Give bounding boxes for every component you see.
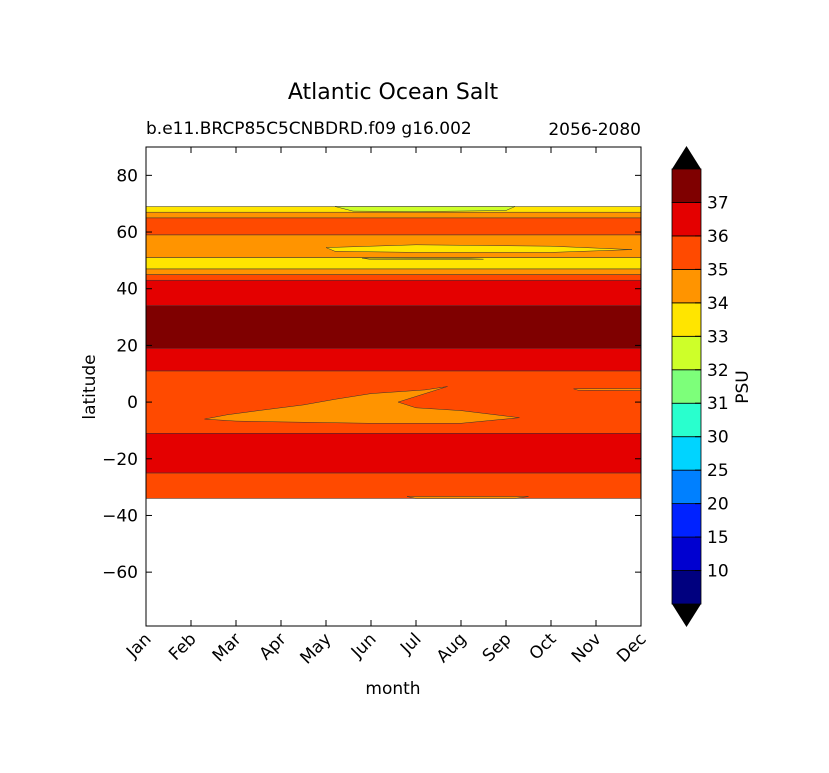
colorbar-segment [671,235,702,270]
x-tick-label: Jul [396,629,425,658]
y-tick-label: 20 [116,336,138,356]
contour-patch-equatorial [204,386,520,424]
colorbar-segment [671,536,702,571]
y-axis-label: latitude [80,354,100,419]
y-tick-label: 60 [116,223,138,243]
x-tick-label: May [297,629,336,668]
colorbar-segment [671,570,702,605]
x-axis-label: month [365,679,420,699]
plot-frame [145,146,642,627]
colorbar-tick-label: 35 [707,260,729,280]
y-tick-label: 0 [127,393,138,413]
colorbar-tick-label: 10 [707,562,729,582]
contour-patch-south [406,496,529,499]
x-tick-label: Aug [433,629,471,667]
colorbar-segment [671,369,702,404]
x-tick-label: Jun [347,629,381,663]
colorbar-segment [671,302,702,337]
colorbar-segment [671,402,702,438]
colorbar: 10 15 20 25 30 31 32 33 34 35 36 37 [671,146,729,627]
x-tick-label: Feb [165,629,200,664]
colorbar-tick-label: 36 [707,227,729,247]
contour-band-6 [146,274,641,281]
colorbar-segment [671,168,702,203]
colorbar-tick-label: 20 [707,495,729,515]
colorbar-segment [671,202,702,237]
y-tick-label: −40 [102,506,138,526]
contour-fills [146,206,641,499]
contour-patch-subpolar [325,244,633,253]
colorbar-label: PSU [733,370,753,404]
colorbar-tick-label: 30 [707,428,729,448]
colorbar-tick-label: 33 [707,327,729,347]
colorbar-tick-label: 34 [707,294,729,314]
colorbar-tick-label: 32 [707,361,729,381]
contour-patch-greenland [334,206,516,212]
y-tick-label: −60 [102,563,138,583]
contour-band-0 [146,472,641,499]
colorbar-segment [671,268,702,304]
y-tick-label: −20 [102,450,138,470]
colorbar-segment [671,503,702,538]
colorbar-tick-label: 25 [707,461,729,481]
chart-subtitle-left: b.e11.BRCP85C5CNBDRD.f09 g16.002 [146,119,472,139]
chart-subtitle-right: 2056-2080 [548,120,641,140]
x-tick-label: Mar [209,629,246,666]
contour-band-5 [146,279,641,306]
x-tick-label: Sep [479,629,516,666]
contour-band-4 [146,305,641,349]
colorbar-extend-min [672,604,701,627]
chart-title: Atlantic Ocean Salt [288,80,499,105]
colorbar-segment [671,335,702,371]
x-tick-label: Apr [256,629,291,664]
contour-patch-east-equator [573,388,641,391]
y-tick-label: 80 [116,166,138,186]
contour-band-10 [146,217,641,236]
contour-band-1 [146,433,641,474]
contour-patch-streak [361,257,484,260]
colorbar-segment [671,469,702,505]
colorbar-tick-label: 15 [707,528,729,548]
x-tick-label: Oct [526,629,561,664]
contour-band-3 [146,347,641,372]
x-tick-label: Nov [568,629,606,667]
contour-band-7 [146,268,641,275]
x-tick-label: Jan [122,629,155,662]
colorbar-extend-max [672,146,701,169]
contour-plot [145,146,642,627]
colorbar-segment [671,436,702,471]
colorbar-tick-label: 37 [707,193,729,213]
x-tick-label: Dec [613,629,650,666]
contour-band-11 [146,211,641,219]
y-tick-label: 40 [116,280,138,300]
colorbar-tick-label: 31 [707,394,729,414]
